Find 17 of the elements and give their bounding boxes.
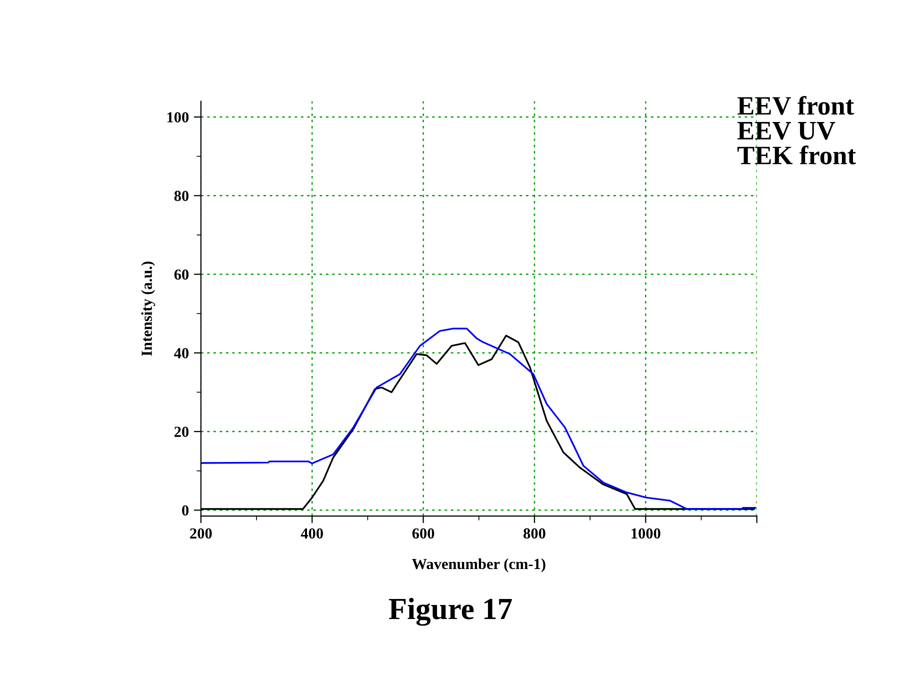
caption: Figure 17 (388, 598, 512, 626)
x-axis-title: Wavenumber (cm-1) (412, 558, 546, 572)
y-tick-label: 100 (167, 112, 189, 122)
x-tick-label: 800 (524, 528, 546, 539)
y-tick-label: 40 (174, 348, 189, 358)
y-axis-title: Intensity (a.u.) (141, 262, 156, 356)
x-tick-label: 600 (412, 528, 434, 539)
y-tick-label: 20 (174, 426, 189, 437)
annotation: EEV front (737, 96, 854, 115)
y-tick-label: 80 (174, 190, 189, 202)
x-tick-label: 400 (300, 528, 323, 539)
annotation: TEK front (737, 146, 856, 164)
y-tick-label: 0 (182, 505, 189, 516)
annotation: EEV UV (737, 122, 836, 140)
x-tick-label: 200 (190, 528, 212, 539)
x-tick-label: 1000 (632, 528, 660, 539)
y-tick-label: 60 (174, 269, 189, 280)
